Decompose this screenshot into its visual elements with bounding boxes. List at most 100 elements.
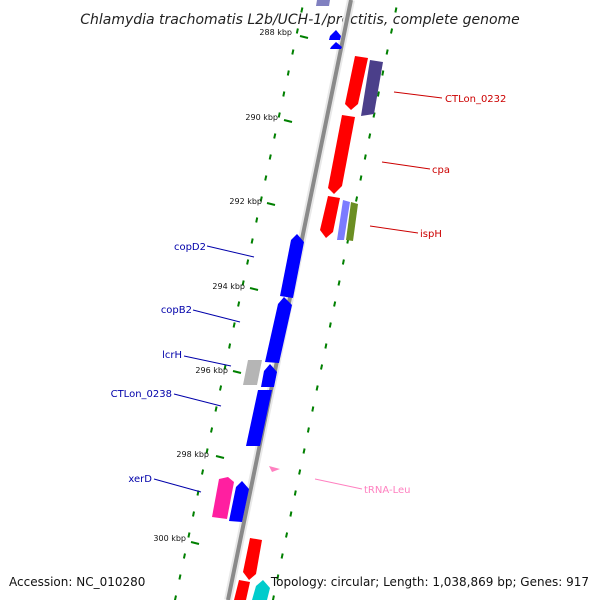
track-dash <box>394 7 398 13</box>
track-dash <box>359 175 363 181</box>
gene-cpa[interactable] <box>328 115 355 194</box>
track-dash <box>302 448 306 454</box>
gene-ispH[interactable] <box>346 202 358 241</box>
track-dash <box>223 364 227 370</box>
kbp-tick-label: 294 kbp <box>212 282 245 291</box>
kbp-tick: 296 kbp <box>195 366 242 375</box>
track-dash <box>355 196 359 202</box>
label-leaders <box>153 91 443 493</box>
track-dash <box>173 595 177 600</box>
gene-lcrH[interactable] <box>243 360 262 385</box>
gene-label-tRNA-Leu[interactable]: tRNA-Leu <box>364 485 410 496</box>
gene-CTLon_0238[interactable] <box>246 390 272 446</box>
gene-small-forward[interactable] <box>329 30 341 40</box>
track-dash <box>285 532 289 538</box>
gene-label-cpa[interactable]: cpa <box>432 165 450 176</box>
kbp-tick-label: 292 kbp <box>229 197 262 206</box>
track-dash <box>214 406 218 412</box>
gene-red-bottom[interactable] <box>243 538 262 580</box>
kbp-tick-label: 288 kbp <box>259 28 292 37</box>
gene-CTLon_0232[interactable] <box>361 60 383 116</box>
track-dash <box>241 280 245 286</box>
track-dash <box>282 91 286 97</box>
track-dash <box>363 154 367 160</box>
track-dash <box>341 259 345 265</box>
accession-text: Accession: NC_010280 <box>9 575 145 589</box>
track-dash <box>259 196 263 202</box>
track-dash <box>271 595 275 600</box>
track-dash <box>320 364 324 370</box>
track-dash <box>298 469 302 475</box>
gene-label-CTLon_0238[interactable]: CTLon_0238 <box>111 389 172 400</box>
track-dash <box>237 301 241 307</box>
kbp-tick-label: 298 kbp <box>176 450 209 459</box>
track-dash <box>328 322 332 328</box>
track-dash <box>324 343 328 349</box>
gene-label-lcrH[interactable]: lcrH <box>162 350 182 361</box>
gene-labels: CTLon_0232 cpa ispH copD2 copB2 lcrH CTL… <box>111 94 507 496</box>
gene-copB2[interactable] <box>265 297 292 363</box>
track-dash <box>376 91 380 97</box>
track-dash <box>300 7 304 13</box>
gene-ispH-red[interactable] <box>320 196 340 238</box>
track-dash <box>333 301 337 307</box>
gene-magenta[interactable] <box>212 477 234 519</box>
track-dash <box>268 154 272 160</box>
kbp-tick: 298 kbp <box>176 450 225 459</box>
track-dash <box>286 70 290 76</box>
track-dash <box>289 511 293 517</box>
track-dash <box>219 385 223 391</box>
track-dash <box>390 28 394 34</box>
track-dash <box>178 574 182 580</box>
track-dash <box>273 133 277 139</box>
track-dash <box>201 469 205 475</box>
track-dash <box>264 175 268 181</box>
track-dash <box>293 490 297 496</box>
gene-label-copB2[interactable]: copB2 <box>161 305 192 316</box>
gene-CTLon_0232-red[interactable] <box>345 56 368 110</box>
track-dash <box>280 553 284 559</box>
track-dash <box>276 574 280 580</box>
track-dash <box>291 49 295 55</box>
track-dash <box>232 322 236 328</box>
kbp-tick-label: 300 kbp <box>153 534 186 543</box>
gene-red-bottom-2[interactable] <box>234 580 250 600</box>
gene-partial-top[interactable] <box>316 0 330 6</box>
track-dash <box>250 238 254 244</box>
track-dash <box>205 448 209 454</box>
gene-cyan[interactable] <box>252 580 270 600</box>
gene-lightblue[interactable] <box>337 200 350 240</box>
gene-label-CTLon_0232[interactable]: CTLon_0232 <box>445 94 506 105</box>
genome-backbone <box>224 0 355 600</box>
gene-small-forward[interactable] <box>261 364 277 387</box>
track-dash <box>187 532 191 538</box>
track-dash <box>368 133 372 139</box>
gene-xerD[interactable] <box>229 481 249 522</box>
forward-genes <box>212 0 342 522</box>
track-dash <box>182 553 186 559</box>
track-dash <box>210 427 214 433</box>
track-dash <box>381 70 385 76</box>
track-dash <box>385 49 389 55</box>
track-dash <box>277 112 281 118</box>
kbp-tick-label: 296 kbp <box>195 366 228 375</box>
gene-copD2[interactable] <box>280 234 304 298</box>
map-title: Chlamydia trachomatis L2b/UCH-1/proctiti… <box>80 12 520 28</box>
track-dash <box>315 385 319 391</box>
kbp-scale: 288 kbp 290 kbp 292 kbp 294 kbp 296 kbp … <box>153 28 309 545</box>
trna-leu-marker[interactable] <box>269 466 280 472</box>
track-dash <box>255 217 259 223</box>
gene-label-ispH[interactable]: ispH <box>420 229 442 240</box>
kbp-tick: 288 kbp <box>259 28 309 39</box>
gene-label-copD2[interactable]: copD2 <box>174 242 206 253</box>
gene-label-xerD[interactable]: xerD <box>128 474 152 485</box>
track-dash <box>295 28 299 34</box>
track-dash <box>192 511 195 517</box>
track-dash <box>337 280 341 286</box>
kbp-tick: 290 kbp <box>245 113 293 123</box>
track-dash <box>311 406 315 412</box>
inner-dotted-track <box>271 7 398 600</box>
gene-small-forward[interactable] <box>330 42 342 49</box>
kbp-tick: 292 kbp <box>229 197 276 206</box>
